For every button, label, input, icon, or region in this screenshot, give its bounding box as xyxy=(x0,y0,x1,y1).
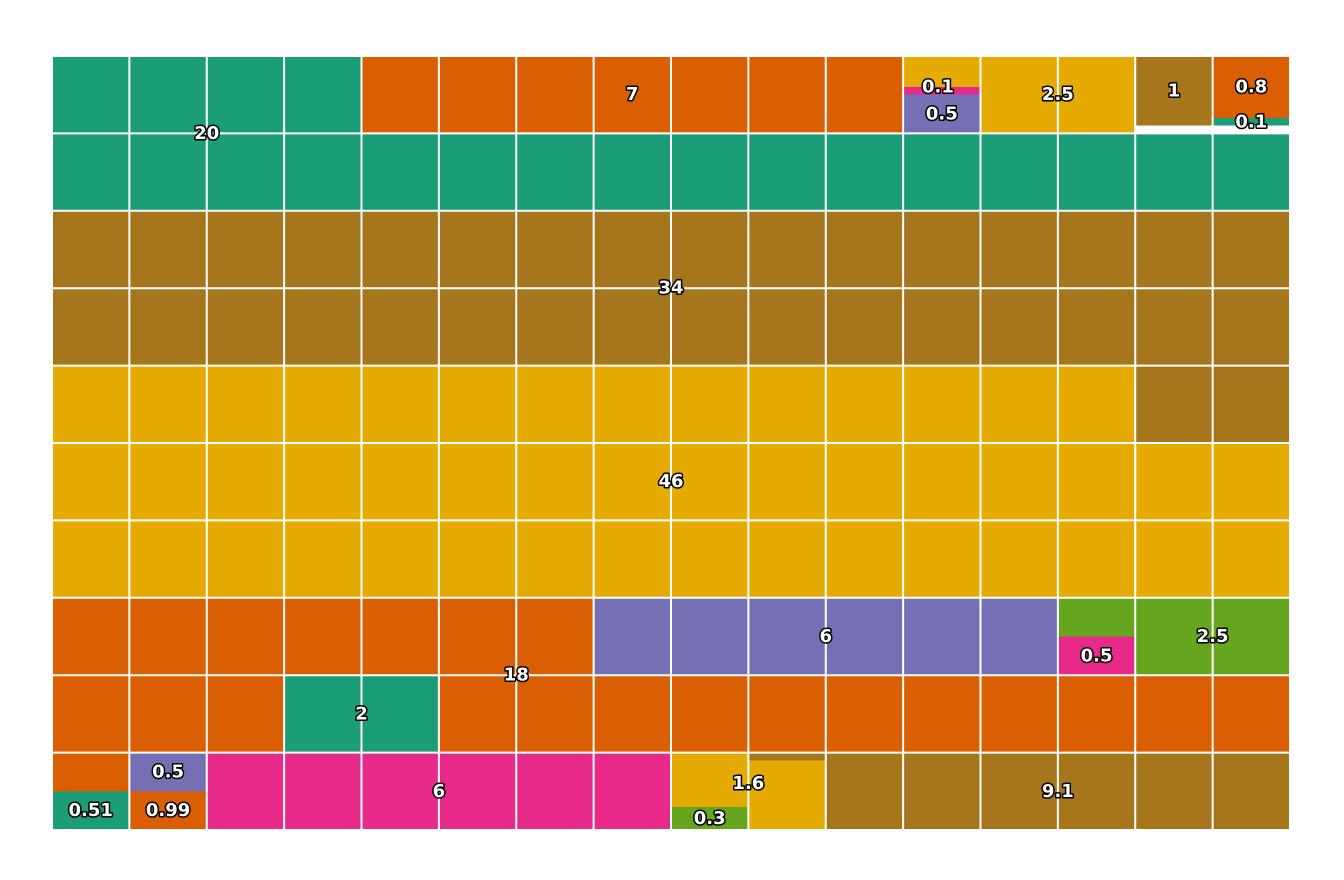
block-label: 2 xyxy=(355,703,368,724)
waffle-block-rect xyxy=(748,760,826,830)
waffle-block-5 xyxy=(903,56,981,87)
waffle-block-rect xyxy=(1057,636,1136,676)
waffle-block-rect xyxy=(52,791,130,830)
waffle-block-rect xyxy=(1135,56,1213,126)
waffle-block-rect xyxy=(1057,597,1136,637)
waffle-block-rect xyxy=(903,86,981,95)
block-label: 1.6 xyxy=(732,773,764,794)
block-label: 20 xyxy=(194,123,219,144)
block-label: 6 xyxy=(433,781,446,802)
block-label: 2.5 xyxy=(1042,84,1074,105)
waffle-block-19 xyxy=(129,752,207,792)
waffle-block-rect xyxy=(903,56,981,87)
block-label: 7 xyxy=(626,84,639,105)
waffle-block-rect xyxy=(748,752,826,761)
block-label: 34 xyxy=(658,278,683,299)
block-label: 9.1 xyxy=(1042,781,1074,802)
block-label: 46 xyxy=(658,471,683,492)
block-label: 6 xyxy=(819,626,832,647)
waffle-block-12 xyxy=(52,597,1290,753)
block-label: 0.5 xyxy=(152,761,184,782)
waffle-block-4 xyxy=(903,94,981,134)
waffle-block-22 xyxy=(671,806,749,830)
block-label: 0.99 xyxy=(146,800,190,821)
waffle-block-rect xyxy=(903,94,981,134)
waffle-block-rect xyxy=(129,791,207,830)
waffle-block-rect xyxy=(671,752,749,807)
block-label: 0.5 xyxy=(926,104,958,125)
waffle-block-3 xyxy=(903,86,981,95)
waffle-block-rect xyxy=(52,597,594,676)
block-label: 18 xyxy=(504,665,529,686)
block-label: 0.5 xyxy=(1081,645,1113,666)
waffle-block-rect xyxy=(1212,56,1290,118)
block-label: 1 xyxy=(1168,80,1181,101)
block-label: 0.51 xyxy=(68,800,112,821)
block-label: 2.5 xyxy=(1197,626,1229,647)
waffle-block-17 xyxy=(52,791,130,830)
waffle-block-rect xyxy=(438,675,1290,753)
waffle-block-7 xyxy=(1135,56,1213,126)
grid-lines xyxy=(51,55,1291,831)
block-label: 0.8 xyxy=(1235,76,1267,97)
waffle-block-8 xyxy=(1212,56,1290,118)
waffle-block-14 xyxy=(1057,636,1136,676)
waffle-block-2 xyxy=(361,56,904,134)
block-label: 0.3 xyxy=(694,808,726,829)
waffle-block-rect xyxy=(52,675,285,753)
waffle-block-9 xyxy=(1212,117,1290,126)
block-labels: 20 7 0.1 0.5 2.5 1 0.8 0.1 34 46 18 6 0.5 2.5 2 0.51 0.9… xyxy=(67,75,1269,830)
block-label: 0.1 xyxy=(1235,111,1267,132)
waffle-block-rect xyxy=(1212,117,1290,126)
waffle-block-rect xyxy=(671,806,749,830)
waffle-block-rect xyxy=(361,56,904,134)
waffle-block-21 xyxy=(671,752,826,830)
block-label: 0.1 xyxy=(922,76,954,97)
waffle-block-23 xyxy=(748,752,1290,830)
waffle-block-rect xyxy=(52,752,130,792)
waffle-block-rect xyxy=(129,752,207,792)
waffle-block-18 xyxy=(52,752,207,830)
